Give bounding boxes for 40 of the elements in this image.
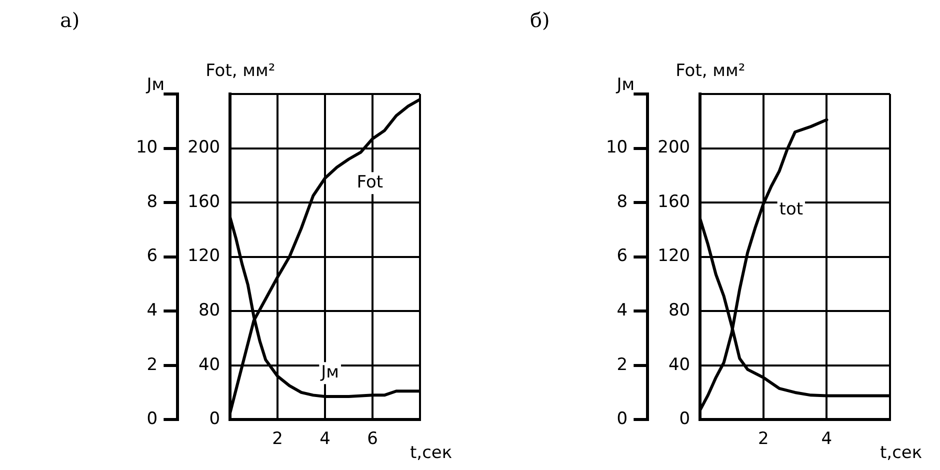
y-axis-title: Jм [146,75,165,95]
y-tick-label: 10 [606,138,628,158]
x-tick-label: 4 [320,429,330,450]
y2-tick-label: 80 [668,300,690,320]
series-label: Fot [356,172,384,193]
y-tick-label: 0 [146,409,158,430]
y-tick-label: 6 [616,246,628,266]
y2-axis-title: Fot, мм² [206,61,276,81]
text: б) [530,8,550,32]
y2-tick-label: 160 [188,192,220,212]
y2-tick-label: 40 [668,354,690,375]
y-tick-label: 4 [616,300,628,320]
y2-axis-title: Fot, мм² [676,61,746,81]
y-tick-label: 2 [146,354,158,375]
text: а) [60,8,80,32]
y2-tick-label: 0 [209,409,220,430]
y-axis-title: Jм [616,75,635,95]
y-tick-label: 8 [146,192,158,212]
y-tick-label: 10 [136,138,158,158]
y-tick-label: 2 [616,354,628,375]
x-tick-label: 4 [821,429,832,450]
y2-tick-label: 80 [198,300,220,320]
y2-tick-label: 200 [188,138,220,158]
x-tick-label: 6 [367,429,378,450]
series-label: tot [779,200,804,220]
y2-tick-label: 40 [198,354,220,375]
y-tick-label: 8 [616,192,628,212]
y2-tick-label: 160 [658,192,690,212]
x-tick-label: 2 [272,429,283,450]
y-tick-label: 6 [146,246,158,266]
y2-tick-label: 120 [188,246,220,266]
y-tick-label: 0 [616,409,628,430]
x-axis-title: t,сек [880,443,922,463]
series-label: Jм [320,362,340,383]
x-tick-label: 2 [758,429,769,450]
y2-tick-label: 120 [658,246,690,266]
y-tick-label: 4 [146,300,158,320]
y2-tick-label: 200 [658,138,690,158]
x-axis-title: t,сек [410,443,452,463]
y2-tick-label: 0 [679,409,690,430]
